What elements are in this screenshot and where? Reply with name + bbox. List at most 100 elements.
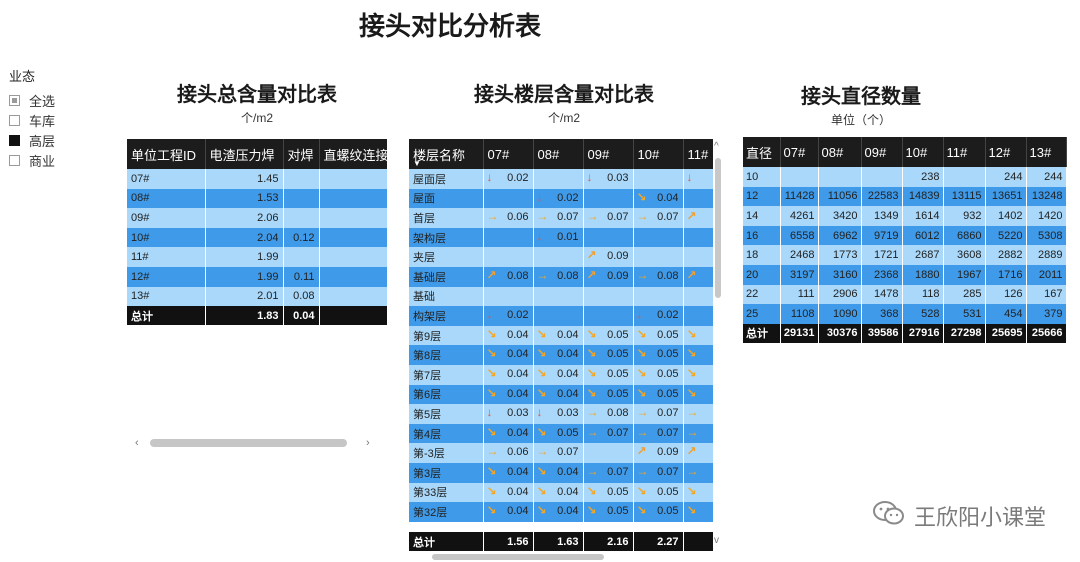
table-cell: 2906 [818, 284, 862, 305]
table-row[interactable]: 16 6558 6962 9719 6012 6860 5220 5308 [743, 225, 1067, 246]
table-cell: 1721 [861, 245, 903, 265]
table-row[interactable]: 25 1108 1090 368 528 531 454 379 [743, 304, 1067, 324]
table-row[interactable]: 第4层 ↘ 0.04 ↘ 0.05 → 0.07 → 0.07 → [409, 423, 713, 444]
checkbox-icon[interactable] [9, 154, 20, 166]
arrow-right-icon: → [586, 405, 599, 420]
slicer-item[interactable]: 车库 [9, 110, 55, 130]
column-header[interactable]: 08# [818, 137, 862, 167]
table-row[interactable]: 18 2468 1773 1721 2687 3608 2882 2889 [743, 245, 1067, 265]
checkbox-icon[interactable] [9, 114, 20, 126]
wechat-icon [872, 500, 906, 532]
table-row[interactable]: 屋面 ↓ 0.02 ↘ 0.04 [409, 188, 713, 209]
table-row[interactable]: 基础层 ↗ 0.08 → 0.08 ↗ 0.09 → 0.08 ↗ [409, 266, 713, 287]
table-cell: 528 [902, 304, 944, 324]
table-row[interactable]: 10 238 244 244 [743, 167, 1067, 187]
table-row[interactable]: 20 3197 3160 2368 1880 1967 1716 2011 [743, 264, 1067, 285]
table-cell: ↓ 0.02 [483, 306, 534, 326]
table2-horizontal-scrollbar[interactable] [432, 554, 604, 560]
table-row[interactable]: 第32层 ↘ 0.04 ↘ 0.04 ↘ 0.05 ↘ 0.05 ↘ [409, 502, 713, 522]
column-header[interactable]: 12# [985, 137, 1027, 167]
total-cell: 27298 [943, 323, 986, 343]
cell-value: 0.07 [657, 211, 679, 224]
sort-down-icon[interactable]: ▼ [413, 159, 421, 168]
arrow-down-right-icon: ↘ [486, 346, 497, 361]
slicer-item[interactable]: 全选 [9, 90, 55, 110]
column-header[interactable]: 11# [943, 137, 986, 167]
scroll-right-icon[interactable]: › [366, 437, 370, 449]
table-row[interactable]: 屋面层 ↓ 0.02 ↓ 0.03 ↓ [409, 169, 713, 189]
column-header[interactable]: 13# [1026, 137, 1067, 167]
column-header[interactable]: 11# [683, 139, 713, 169]
column-header[interactable]: 直螺纹连接 [319, 139, 387, 169]
cell-value: 0.04 [557, 328, 579, 341]
table-cell: 4261 [780, 206, 819, 226]
table1-horizontal-scrollbar[interactable] [150, 439, 347, 447]
table-row[interactable]: 07#1.45 0.1 [127, 169, 387, 189]
column-header[interactable]: 楼层名称 ▼ [409, 139, 484, 169]
table-row[interactable]: 第3层 ↘ 0.04 ↘ 0.04 → 0.07 → 0.07 → [409, 462, 713, 483]
checkbox-icon[interactable] [9, 134, 20, 146]
table-row[interactable]: 第6层 ↘ 0.04 ↘ 0.04 ↘ 0.05 ↘ 0.05 ↘ [409, 384, 713, 405]
table-row[interactable]: 22 111 2906 1478 118 285 126 167 [743, 284, 1067, 305]
scroll-up-icon[interactable]: ^ [714, 141, 719, 152]
table-cell: ↘ 0.04 [533, 345, 584, 365]
slicer-item[interactable]: 商业 [9, 150, 55, 170]
arrow-down-right-icon: ↘ [536, 503, 547, 518]
table-row[interactable]: 第8层 ↘ 0.04 ↘ 0.04 ↘ 0.05 ↘ 0.05 ↘ [409, 345, 713, 365]
table2-vertical-scrollbar[interactable] [715, 158, 721, 298]
table-cell: 1108 [780, 304, 819, 324]
column-header[interactable]: 10# [633, 139, 684, 169]
cell-value: 0.07 [607, 211, 629, 224]
table-row[interactable]: 基础 [409, 286, 713, 307]
table-row[interactable]: 第5层 ↓ 0.03 ↓ 0.03 → 0.08 → 0.07 → [409, 404, 713, 424]
arrow-down-icon: ↓ [586, 170, 593, 184]
column-header[interactable]: 08# [533, 139, 584, 169]
arrow-down-icon: ↓ [486, 307, 493, 322]
table-cell: 13# [127, 286, 206, 307]
table-cell: 2.04 [205, 227, 284, 248]
table-row[interactable]: 架构层 ↓ 0.01 [409, 227, 713, 248]
table-row[interactable]: 10#2.040.120.1 [127, 227, 387, 248]
column-header[interactable]: 单位工程ID [127, 139, 206, 169]
table-cell: ↘ 0.05 [633, 384, 684, 405]
slicer-item[interactable]: 高层 [9, 130, 55, 150]
table-row[interactable]: 13#2.010.080.1 [127, 286, 387, 307]
table-cell: 111 [780, 284, 819, 305]
table-cell: 6962 [818, 225, 862, 246]
scroll-left-icon[interactable]: ‹ [135, 437, 139, 449]
column-header[interactable]: 07# [780, 137, 819, 167]
checkbox-icon[interactable] [9, 94, 20, 106]
table-row[interactable]: 首层 → 0.06 → 0.07 → 0.07 → 0.07 ↗ [409, 208, 713, 228]
table-cell: ↘ 0.04 [483, 345, 534, 365]
column-header[interactable]: 对焊 [283, 139, 320, 169]
scroll-down-icon[interactable]: v [714, 535, 719, 546]
table-cell: 10 [743, 167, 781, 187]
table-row[interactable]: 12#1.990.110.1 [127, 266, 387, 287]
table-cell: → [683, 462, 713, 483]
floor-name-cell: 夹层 [409, 247, 484, 267]
table-row[interactable]: 14 4261 3420 1349 1614 932 1402 1420 [743, 206, 1067, 226]
column-header[interactable]: 09# [583, 139, 634, 169]
table-row[interactable]: 11#1.99 0.1 [127, 247, 387, 267]
column-header[interactable]: 09# [861, 137, 903, 167]
table-row[interactable]: 12 11428 11056 22583 14839 13115 13651 13248 [743, 186, 1067, 207]
column-header[interactable]: 电渣压力焊 [205, 139, 284, 169]
column-header-label: 10# [637, 146, 660, 162]
table-cell: 12# [127, 266, 206, 287]
table-row[interactable]: 第7层 ↘ 0.04 ↘ 0.04 ↘ 0.05 ↘ 0.05 ↘ [409, 364, 713, 385]
column-header[interactable]: 直径 [743, 137, 781, 167]
table-cell: 11056 [818, 186, 862, 207]
table-row[interactable]: 08#1.53 0.1 [127, 188, 387, 209]
table-row[interactable]: 09#2.06 0.1 [127, 208, 387, 228]
column-header-label: 08# [537, 146, 560, 162]
table-row[interactable]: 第33层 ↘ 0.04 ↘ 0.04 ↘ 0.05 ↘ 0.05 ↘ [409, 482, 713, 503]
column-header[interactable]: 10# [902, 137, 944, 167]
table-row[interactable]: 夹层 ↗ 0.09 [409, 247, 713, 267]
total-cell: 0.1 [319, 306, 387, 326]
column-header[interactable]: 07# [483, 139, 534, 169]
table-cell: → 0.07 [583, 208, 634, 228]
table-row[interactable]: 第9层 ↘ 0.04 ↘ 0.04 ↘ 0.05 ↘ 0.05 ↘ [409, 325, 713, 346]
arrow-down-right-icon: ↘ [486, 463, 497, 478]
table-row[interactable]: 构架层 ↓ 0.02 ↓ 0.02 [409, 306, 713, 326]
table-row[interactable]: 第-3层 → 0.06 → 0.07 ↗ 0.09 ↗ [409, 443, 713, 463]
